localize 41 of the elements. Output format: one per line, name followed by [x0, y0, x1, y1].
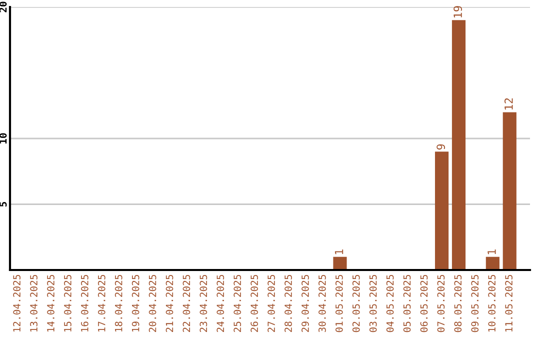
x-tick-label: 17.04.2025 — [98, 274, 106, 332]
x-tick-label: 15.04.2025 — [64, 274, 72, 332]
x-tick-label: 06.05.2025 — [420, 274, 428, 332]
data-label: 9 — [436, 144, 446, 150]
data-label: 19 — [454, 6, 462, 18]
x-tick-label: 28.04.2025 — [284, 274, 292, 332]
bar — [434, 152, 449, 270]
x-tick-label: 02.05.2025 — [352, 274, 360, 332]
x-tick-label: 21.04.2025 — [166, 274, 174, 332]
x-tick-label: 13.04.2025 — [30, 274, 38, 332]
data-label: 1 — [488, 250, 496, 254]
x-tick-label: 20.04.2025 — [148, 274, 156, 332]
x-tick-label: 05.05.2025 — [403, 274, 411, 332]
x-tick-label: 08.05.2025 — [454, 274, 462, 332]
x-tick-label: 10.05.2025 — [488, 274, 496, 332]
data-label: 1 — [334, 250, 344, 254]
bar — [452, 20, 466, 270]
x-tick-label: 07.05.2025 — [437, 274, 445, 332]
x-tick-label: 24.04.2025 — [216, 274, 224, 332]
x-tick-label: 12.04.2025 — [13, 274, 20, 332]
y-tick-label: 5 — [0, 202, 7, 206]
x-tick-label: 16.04.2025 — [80, 274, 88, 332]
x-tick-label: 25.04.2025 — [234, 274, 242, 332]
x-tick-label: 23.04.2025 — [200, 274, 208, 332]
x-tick-label: 09.05.2025 — [471, 274, 479, 332]
x-tick-label: 29.04.2025 — [302, 274, 309, 332]
bar — [502, 112, 516, 270]
x-tick-label: 27.04.2025 — [268, 274, 275, 332]
x-tick-label: 14.04.2025 — [47, 274, 54, 332]
x-tick-label: 18.04.2025 — [114, 274, 122, 332]
x-tick-label: 04.05.2025 — [386, 274, 394, 332]
x-tick-label: 03.05.2025 — [369, 274, 377, 332]
bar — [486, 256, 500, 270]
x-tick-label: 11.05.2025 — [505, 274, 512, 332]
x-tick-label: 19.04.2025 — [132, 274, 140, 332]
x-tick-label: 26.04.2025 — [250, 274, 258, 332]
x-tick-label: 30.04.2025 — [318, 274, 326, 332]
data-label: 12 — [504, 98, 513, 110]
x-tick-label: 01.05.2025 — [335, 274, 343, 332]
x-tick-label: 22.04.2025 — [182, 274, 190, 332]
bar — [333, 256, 347, 270]
